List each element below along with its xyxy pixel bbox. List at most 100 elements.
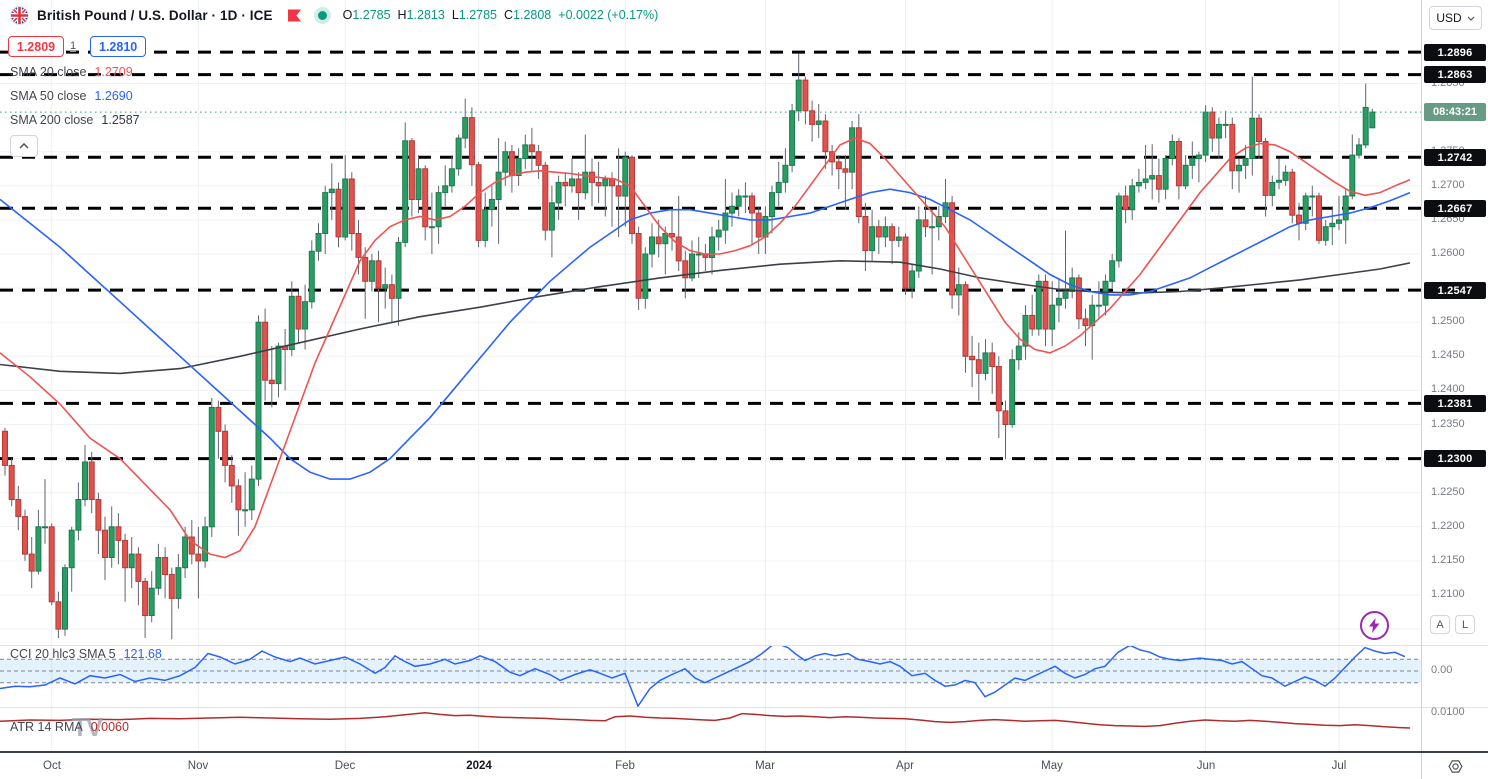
price-tick-label: 1.2500 xyxy=(1431,315,1465,327)
candle xyxy=(275,345,282,385)
candle xyxy=(1175,141,1182,187)
candle xyxy=(915,219,922,272)
candle xyxy=(722,212,729,231)
candle xyxy=(1109,260,1116,282)
candle xyxy=(1135,181,1142,187)
symbol-title[interactable]: British Pound / U.S. Dollar · 1D · ICE xyxy=(37,7,273,23)
candle xyxy=(235,485,242,511)
price-level-chip: 1.2547 xyxy=(1424,282,1486,299)
low-label: L xyxy=(451,8,459,22)
candle xyxy=(1022,314,1029,347)
candle xyxy=(649,236,655,255)
candle xyxy=(709,236,715,258)
log-scale-button[interactable]: L xyxy=(1455,615,1475,634)
candle xyxy=(242,509,249,512)
legend-sma200[interactable]: SMA 200 close 1.2587 xyxy=(10,113,140,127)
legend-atr[interactable]: ATR 14 RMA 0.0060 xyxy=(10,720,129,734)
flag-icon[interactable] xyxy=(287,9,302,22)
candle xyxy=(28,553,35,572)
candle xyxy=(562,181,569,187)
candle xyxy=(982,352,989,374)
low-value: 1.2785 xyxy=(458,8,497,22)
legend-sma20[interactable]: SMA 20 close 1.2709 xyxy=(10,65,133,79)
candle xyxy=(1075,277,1082,320)
legend-sma50[interactable]: SMA 50 close 1.2690 xyxy=(10,89,133,103)
price-tag-sell[interactable]: 1.2809 xyxy=(8,36,64,57)
candle xyxy=(175,567,182,599)
candle xyxy=(435,192,442,228)
candle xyxy=(1296,214,1302,224)
candle xyxy=(1269,181,1276,196)
candle xyxy=(1242,158,1249,166)
candle xyxy=(689,253,695,279)
candle xyxy=(475,164,482,241)
time-axis-label: Mar xyxy=(755,760,775,772)
candle xyxy=(195,553,202,562)
candle xyxy=(995,366,1002,412)
candle xyxy=(448,168,455,187)
candle xyxy=(548,202,555,231)
candle xyxy=(1162,158,1169,190)
candle xyxy=(148,587,155,617)
candle xyxy=(1362,106,1369,146)
market-status-dot-icon[interactable] xyxy=(317,10,327,20)
candle xyxy=(735,195,742,207)
sma200-label: SMA 200 close xyxy=(10,113,94,127)
time-axis[interactable]: Oct Nov Dec 2024 Feb Mar Apr May Jun Jul xyxy=(0,751,1488,779)
lightning-icon xyxy=(1369,618,1380,633)
price-level-chip: 1.2300 xyxy=(1424,450,1486,467)
price-tick-label: 1.2150 xyxy=(1431,554,1465,566)
candle xyxy=(288,295,295,350)
cci-value: 121.68 xyxy=(123,647,162,661)
price-tick-label: 1.2200 xyxy=(1431,520,1465,532)
candle xyxy=(128,553,135,569)
price-axis[interactable]: USD 1.2100 1.2150 1.2200 1.2250 1.2300 1.2350… xyxy=(1421,0,1488,752)
candle xyxy=(535,151,542,166)
sma200-value: 1.2587 xyxy=(101,113,140,127)
candle xyxy=(1236,164,1242,172)
time-axis-label: Apr xyxy=(896,760,914,772)
candle xyxy=(869,226,876,252)
candle xyxy=(462,117,469,139)
currency-selector[interactable]: USD xyxy=(1429,6,1482,30)
candle xyxy=(68,529,75,569)
candle xyxy=(642,253,649,299)
candle xyxy=(368,260,375,282)
candle xyxy=(1356,144,1362,156)
candle xyxy=(1249,117,1256,160)
quick-trade-button[interactable] xyxy=(1360,611,1389,640)
candle xyxy=(488,198,495,211)
price-tag-buy[interactable]: 1.2810 xyxy=(90,36,147,57)
instrument-logo-icon xyxy=(10,5,29,25)
candle xyxy=(255,321,262,480)
candle xyxy=(1342,195,1349,221)
candle xyxy=(308,250,315,303)
candle xyxy=(55,601,62,630)
auto-scale-button[interactable]: A xyxy=(1430,615,1450,634)
candle xyxy=(1222,123,1229,126)
price-level-chip: 1.2667 xyxy=(1424,200,1486,217)
candle xyxy=(922,219,929,228)
price-chart-canvas[interactable] xyxy=(0,0,1421,752)
candle xyxy=(1302,195,1309,224)
legend-cci[interactable]: CCI 20 hlc3 SMA 5 121.68 xyxy=(10,647,162,661)
price-tick-label: 1.2600 xyxy=(1431,247,1465,259)
candle xyxy=(228,464,235,487)
candle xyxy=(495,171,502,200)
candle xyxy=(62,567,68,630)
candle xyxy=(348,178,355,235)
candle xyxy=(889,226,896,241)
candle xyxy=(809,110,816,125)
gear-icon[interactable] xyxy=(1447,758,1464,775)
candle xyxy=(802,79,809,112)
chevron-up-icon xyxy=(19,143,29,149)
legend-collapse-button[interactable] xyxy=(10,135,38,157)
candle xyxy=(1029,314,1036,330)
candle xyxy=(1215,123,1222,139)
candle xyxy=(222,430,229,466)
candle xyxy=(208,406,215,528)
candle xyxy=(362,256,369,282)
candle xyxy=(1149,175,1156,180)
candle xyxy=(1322,226,1329,241)
